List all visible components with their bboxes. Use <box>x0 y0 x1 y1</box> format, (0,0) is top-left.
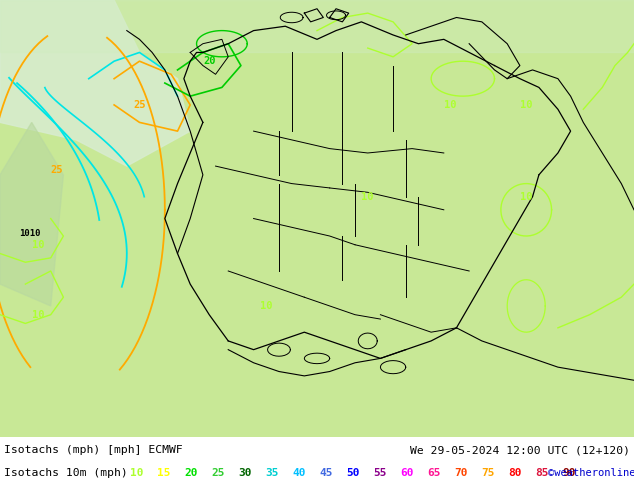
Text: 50: 50 <box>346 468 359 478</box>
Text: 10: 10 <box>444 100 456 110</box>
Text: 85: 85 <box>535 468 548 478</box>
Polygon shape <box>0 0 634 437</box>
Text: 40: 40 <box>292 468 306 478</box>
Text: 75: 75 <box>481 468 495 478</box>
Text: 70: 70 <box>454 468 467 478</box>
Text: 35: 35 <box>265 468 278 478</box>
Text: 30: 30 <box>238 468 252 478</box>
Text: 10: 10 <box>361 192 374 202</box>
Text: 10: 10 <box>130 468 143 478</box>
Text: 55: 55 <box>373 468 387 478</box>
Polygon shape <box>0 0 634 52</box>
Text: 90: 90 <box>562 468 576 478</box>
Text: 65: 65 <box>427 468 441 478</box>
Text: 10: 10 <box>520 100 533 110</box>
Text: 25: 25 <box>51 166 63 175</box>
Text: Isotachs 10m (mph): Isotachs 10m (mph) <box>4 468 127 478</box>
Text: 10: 10 <box>520 192 533 202</box>
Polygon shape <box>0 437 634 490</box>
Text: ©weatheronline.co.uk: ©weatheronline.co.uk <box>548 468 634 478</box>
Text: We 29-05-2024 12:00 UTC (12+120): We 29-05-2024 12:00 UTC (12+120) <box>410 445 630 455</box>
Text: 20: 20 <box>203 56 216 66</box>
Text: 10: 10 <box>32 310 44 319</box>
Text: 25: 25 <box>211 468 224 478</box>
Text: 15: 15 <box>157 468 171 478</box>
Text: 45: 45 <box>319 468 332 478</box>
Text: 10: 10 <box>32 240 44 250</box>
Text: 60: 60 <box>400 468 413 478</box>
Text: 20: 20 <box>184 468 198 478</box>
Polygon shape <box>0 0 190 166</box>
Text: 25: 25 <box>133 100 146 110</box>
Polygon shape <box>0 122 63 306</box>
Text: 1010: 1010 <box>19 229 41 238</box>
Text: 80: 80 <box>508 468 522 478</box>
Text: Isotachs (mph) [mph] ECMWF: Isotachs (mph) [mph] ECMWF <box>4 445 183 455</box>
Text: 10: 10 <box>260 301 273 311</box>
